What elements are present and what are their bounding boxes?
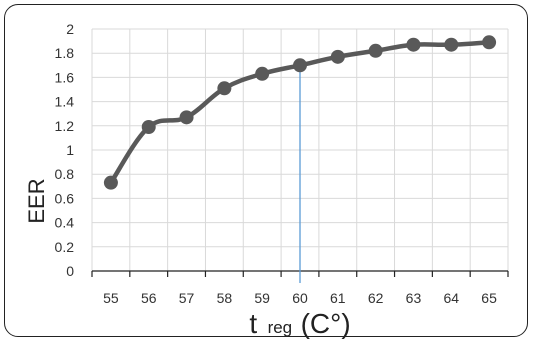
y-tick-label: 1 bbox=[66, 142, 74, 158]
x-tick-label: 59 bbox=[254, 290, 270, 306]
x-tick-label: 63 bbox=[406, 290, 422, 306]
y-tick-label: 2 bbox=[66, 21, 74, 37]
y-tick-label: 0 bbox=[66, 263, 74, 279]
data-point bbox=[141, 120, 156, 135]
y-tick-label: 0.6 bbox=[55, 190, 75, 206]
y-tick-label: 0.2 bbox=[55, 239, 75, 255]
data-point bbox=[293, 58, 307, 73]
y-tick-label: 1.4 bbox=[55, 94, 75, 110]
data-point bbox=[482, 35, 497, 50]
grid-layer bbox=[91, 28, 509, 271]
x-axis-label-main: t bbox=[249, 308, 257, 339]
x-axis-label: t reg (C°) bbox=[249, 308, 350, 339]
y-tick-label: 1.2 bbox=[55, 118, 75, 134]
data-point bbox=[444, 37, 459, 52]
label-layer: EER t reg (C°) bbox=[24, 178, 351, 339]
x-tick-label: 58 bbox=[217, 290, 233, 306]
series-layer bbox=[103, 35, 497, 190]
x-tick-label: 57 bbox=[179, 290, 195, 306]
x-axis-label-unit: (C°) bbox=[301, 308, 351, 339]
data-point bbox=[406, 37, 421, 52]
y-tick-label: 0.8 bbox=[55, 166, 75, 182]
y-tick-label: 1.6 bbox=[55, 69, 75, 85]
x-tick-label: 61 bbox=[330, 290, 346, 306]
data-point bbox=[368, 43, 383, 58]
x-axis-label-sub: reg bbox=[268, 318, 293, 337]
data-point bbox=[330, 49, 345, 64]
y-tick-label: 1.8 bbox=[55, 45, 75, 61]
data-point bbox=[255, 66, 270, 81]
data-point bbox=[103, 175, 118, 190]
x-tick-label: 60 bbox=[292, 290, 308, 306]
x-tick-label: 56 bbox=[141, 290, 157, 306]
x-tick-label: 65 bbox=[481, 290, 497, 306]
x-tick-label: 62 bbox=[368, 290, 384, 306]
data-point bbox=[217, 81, 232, 96]
data-point bbox=[179, 110, 194, 125]
y-tick-label: 0.4 bbox=[55, 215, 75, 231]
y-axis-label: EER bbox=[24, 178, 49, 223]
chart-frame bbox=[4, 4, 528, 337]
x-tick-label: 64 bbox=[443, 290, 459, 306]
x-tick-label: 55 bbox=[103, 290, 119, 306]
